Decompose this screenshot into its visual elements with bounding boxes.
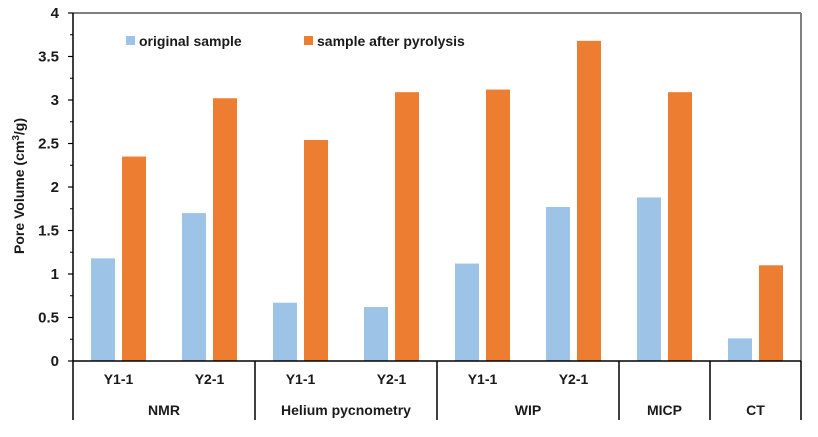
bar-original-3 [364,307,388,361]
legend: original sample sample after pyrolysis [126,33,465,49]
bar-pyrolysis-3 [395,92,419,362]
x-category-label: Y1-1 [104,371,134,387]
x-group-label: WIP [515,402,541,418]
bar-original-6 [637,197,661,361]
y-axis-label-sup: 3 [11,135,22,141]
bar-pyrolysis-4 [486,89,510,361]
x-category-label: Y2-1 [377,371,407,387]
bar-pyrolysis-0 [122,156,146,361]
bar-pyrolysis-5 [577,40,601,362]
y-tick-label: 2 [51,179,59,196]
y-tick-label: 0 [51,353,59,370]
y-axis: 0 0.5 1 1.5 2 2.5 3 3.5 4 [38,5,74,370]
bar-original-2 [273,302,297,361]
bars-layer [91,40,783,362]
y-tick-label: 0.5 [38,310,59,327]
y-tick-label: 1.5 [38,223,59,240]
bar-original-0 [91,258,115,361]
bar-pyrolysis-7 [759,265,783,361]
plot-area-frame [73,12,802,361]
x-group-label: MICP [647,402,682,418]
x-group-label: CT [746,402,765,418]
bar-original-7 [728,338,752,361]
legend-label-original: original sample [139,33,242,49]
x-group-label: NMR [148,402,180,418]
y-tick-label: 3.5 [38,49,59,66]
bar-pyrolysis-1 [213,98,237,361]
y-tick-label: 3 [51,92,59,109]
x-category-label: Y1-1 [468,371,498,387]
bar-pyrolysis-2 [304,140,328,361]
bar-original-1 [182,213,206,361]
y-tick-label: 2.5 [38,136,59,153]
legend-swatch-original [126,36,135,45]
x-axis: Y1-1 Y2-1 Y1-1 Y2-1 Y1-1 Y2-1 NMR Helium pycnom… [72,360,802,420]
x-category-label: Y2-1 [559,371,589,387]
y-tick-label: 4 [51,5,60,22]
y-axis-label-unit: /g) [11,118,27,135]
bar-original-5 [546,207,570,361]
x-group-label: Helium pycnometry [281,402,411,418]
y-axis-label: Pore Volume (cm3/g) [11,118,27,254]
legend-label-pyrolysis: sample after pyrolysis [317,33,465,49]
y-axis-label-main: Pore Volume (cm [11,141,27,254]
y-tick-label: 1 [51,266,59,283]
bar-original-4 [455,263,479,361]
bar-pyrolysis-6 [668,92,692,362]
x-category-label: Y2-1 [195,371,225,387]
legend-swatch-pyrolysis [304,36,313,45]
x-category-label: Y1-1 [286,371,316,387]
